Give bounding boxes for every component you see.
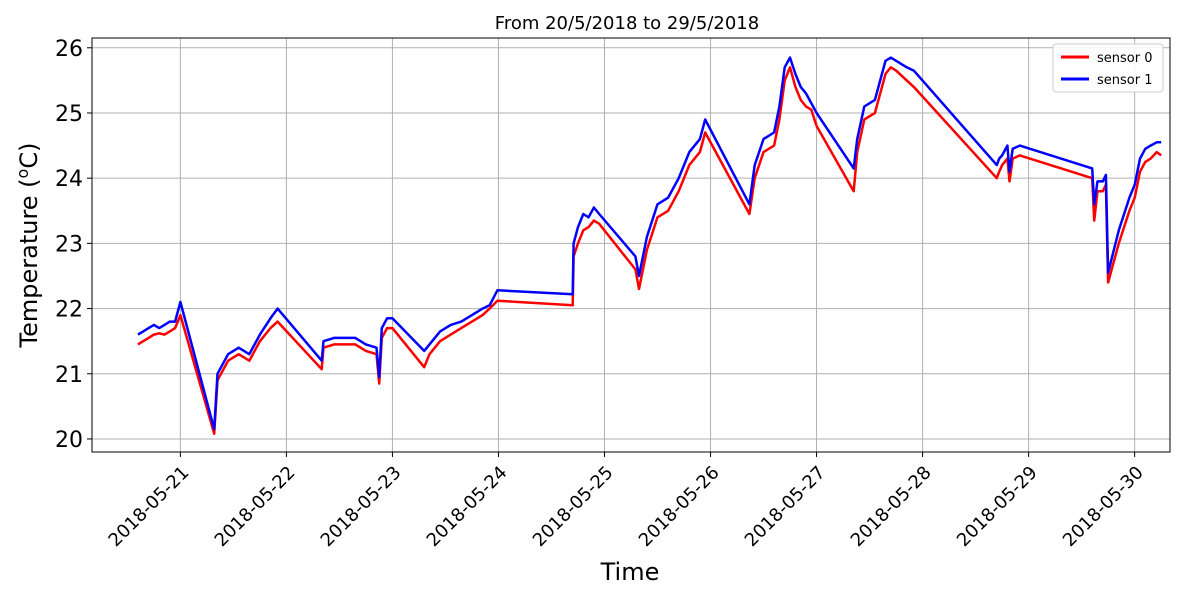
y-tick-label: 21 bbox=[55, 363, 83, 388]
plot-frame bbox=[91, 37, 1171, 453]
x-axis-label: Time bbox=[600, 558, 660, 586]
series-line-sensor-1 bbox=[137, 56, 1162, 431]
y-axis-label-main: Temperature ( bbox=[15, 178, 43, 348]
y-tick-label: 26 bbox=[55, 37, 83, 62]
y-tick-label: 22 bbox=[55, 298, 83, 323]
grid bbox=[92, 38, 1170, 452]
y-axis-label-superscript: o bbox=[13, 169, 32, 179]
legend-label-sensor-0: sensor 0 bbox=[1097, 51, 1153, 66]
y-tick-label: 23 bbox=[55, 232, 83, 257]
y-tick-label: 20 bbox=[55, 428, 83, 453]
y-tick-label: 24 bbox=[55, 167, 83, 192]
legend-label-sensor-1: sensor 1 bbox=[1097, 73, 1153, 88]
legend: sensor 0 sensor 1 bbox=[1052, 43, 1164, 93]
y-axis-label: Temperature (oC) bbox=[13, 143, 43, 349]
chart-title: From 20/5/2018 to 29/5/2018 bbox=[495, 13, 759, 34]
y-tick-label: 25 bbox=[55, 102, 83, 127]
y-axis-label-unit: C) bbox=[15, 143, 43, 169]
series-layer bbox=[137, 56, 1162, 435]
series-line-sensor-0 bbox=[137, 66, 1162, 435]
